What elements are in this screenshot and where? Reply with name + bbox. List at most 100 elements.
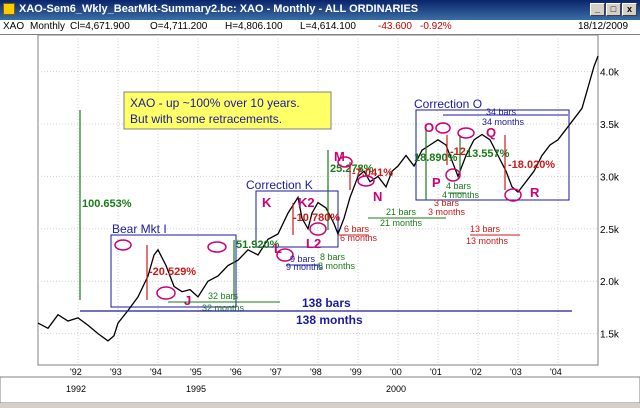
x-tick-label: '93 [110, 367, 122, 377]
y-tick-label: 2.5k [600, 225, 620, 236]
bear-mkt-label: Bear Mkt I [112, 222, 167, 236]
point-j-ellipse [156, 286, 176, 300]
months-6-label: 6 months [340, 233, 378, 243]
headline-line1: XAO - up ~100% over 10 years. [130, 96, 300, 110]
x-tick-label: '95 [190, 367, 202, 377]
bars-9-label: 9 bars [290, 254, 316, 264]
months-32-label: 32 months [202, 303, 245, 313]
bars-8-label: 8 bars [320, 252, 346, 262]
x-tick-label: '99 [350, 367, 362, 377]
y-tick-label: 2.0k [600, 277, 620, 288]
months-9-label: 9 months [286, 262, 324, 272]
bars-32-label: 32 bars [208, 291, 239, 301]
months-34-label: 34 months [482, 117, 525, 127]
headline-box [123, 91, 332, 130]
pct-18-020-label: -18.020% [508, 159, 555, 171]
correction-o-box [415, 109, 570, 201]
maximize-button[interactable]: □ [606, 3, 621, 16]
y-tick-label: 4.0k [600, 68, 620, 79]
bars-13-label: 13 bars [470, 224, 501, 234]
x-tick-label: '97 [270, 367, 282, 377]
label-k2: K2 [298, 195, 315, 210]
x-tick-label: '03 [510, 367, 522, 377]
pct-51-label: 51.920% [236, 239, 280, 251]
point-r-ellipse [504, 188, 522, 202]
bear-mkt-box [110, 234, 237, 308]
x-tick-label: '04 [550, 367, 562, 377]
months-21-label: 21 months [380, 218, 423, 228]
correction-o-label: Correction O [414, 97, 482, 111]
minimize-button[interactable]: _ [590, 3, 605, 16]
pct-13-557-label: 13.557% [466, 148, 510, 160]
months-4-label: 4 months [442, 190, 480, 200]
point-p-ellipse [445, 168, 461, 182]
label-k: K [262, 195, 272, 210]
x-tick-label: '02 [470, 367, 482, 377]
point-i-ellipse [114, 239, 132, 251]
info-high: H=4,806.100 [225, 21, 283, 32]
x-tick-label: '00 [390, 367, 402, 377]
point-l2-ellipse [309, 222, 327, 236]
bars-138-label: 138 bars [302, 296, 351, 310]
bars-4-label: 4 bars [446, 181, 472, 191]
window-title: XAO-Sem6_Wkly_BearMkt-Summary2.bc: XAO -… [19, 3, 419, 15]
label-r: R [530, 185, 540, 200]
bars-6-label: 6 bars [344, 224, 370, 234]
bars-3-label: 3 bars [434, 198, 460, 208]
pct-10-label: -10.780% [293, 212, 340, 224]
months-3-label: 3 months [428, 207, 466, 217]
point-l-ellipse [276, 248, 294, 262]
pct-20-label: -20.529% [149, 266, 196, 278]
year-axis: 1992 1995 2000 [66, 384, 406, 394]
label-o: O [424, 120, 434, 135]
point-q-ellipse [457, 127, 475, 139]
info-symbol: XAO [3, 21, 25, 32]
chart-area[interactable]: 1.5k 2.0k 2.5k 3.0k 3.5k 4.0k '92 '93 '94 '95 '96… [0, 34, 640, 404]
info-change-pct: -0.92% [420, 21, 452, 32]
label-q: Q [486, 125, 496, 140]
info-low: L=4,614.100 [300, 21, 356, 32]
year-axis-band [0, 376, 640, 404]
point-peak96-ellipse [207, 241, 227, 253]
months-8-label: 8 months [318, 261, 356, 271]
label-j: J [184, 293, 191, 308]
months-13-label: 13 months [466, 236, 509, 246]
x-tick-label: '01 [430, 367, 442, 377]
year-label: 1992 [66, 384, 86, 394]
label-p: P [432, 175, 441, 190]
point-n-ellipse [357, 175, 375, 187]
label-l: L [274, 241, 282, 256]
y-axis: 1.5k 2.0k 2.5k 3.0k 3.5k 4.0k [600, 68, 620, 341]
info-date: 18/12/2009 [578, 21, 629, 32]
app-icon [3, 3, 15, 15]
headline-line2: But with some retracements. [130, 112, 282, 126]
y-tick-label: 3.5k [600, 120, 620, 131]
label-n: N [373, 189, 382, 204]
y-tick-label: 1.5k [600, 330, 620, 341]
close-button[interactable]: x [622, 3, 637, 16]
point-o-ellipse [435, 122, 451, 134]
x-tick-label: '98 [310, 367, 322, 377]
bars-34-label: 34 bars [486, 107, 517, 117]
year-label: 1995 [186, 384, 206, 394]
x-axis: '92 '93 '94 '95 '96 '97 '98 '99 '00 '01 '02 '03 '04 [70, 367, 562, 377]
price-infobar: XAO Monthly Cl=4,671.900 O=4,711.200 H=4… [0, 20, 640, 35]
year-label: 2000 [386, 384, 406, 394]
label-l2: L2 [306, 236, 321, 251]
x-tick-label: '96 [230, 367, 242, 377]
window-titlebar: XAO-Sem6_Wkly_BearMkt-Summary2.bc: XAO -… [0, 0, 640, 20]
info-change: -43.600 [378, 21, 412, 32]
point-m-ellipse [337, 156, 353, 168]
months-138-label: 138 months [296, 313, 363, 327]
info-period: Monthly [30, 21, 66, 32]
bars-21-label: 21 bars [386, 207, 417, 217]
x-tick-label: '92 [70, 367, 82, 377]
correction-k-box [255, 190, 339, 248]
y-tick-label: 3.0k [600, 172, 620, 183]
info-close: Cl=4,671.900 [70, 21, 130, 32]
label-m: M [334, 149, 345, 164]
correction-k-label: Correction K [246, 178, 313, 192]
x-tick-label: '94 [150, 367, 162, 377]
pct-100-label: 100.653% [82, 198, 132, 210]
price-series-line [37, 55, 599, 342]
